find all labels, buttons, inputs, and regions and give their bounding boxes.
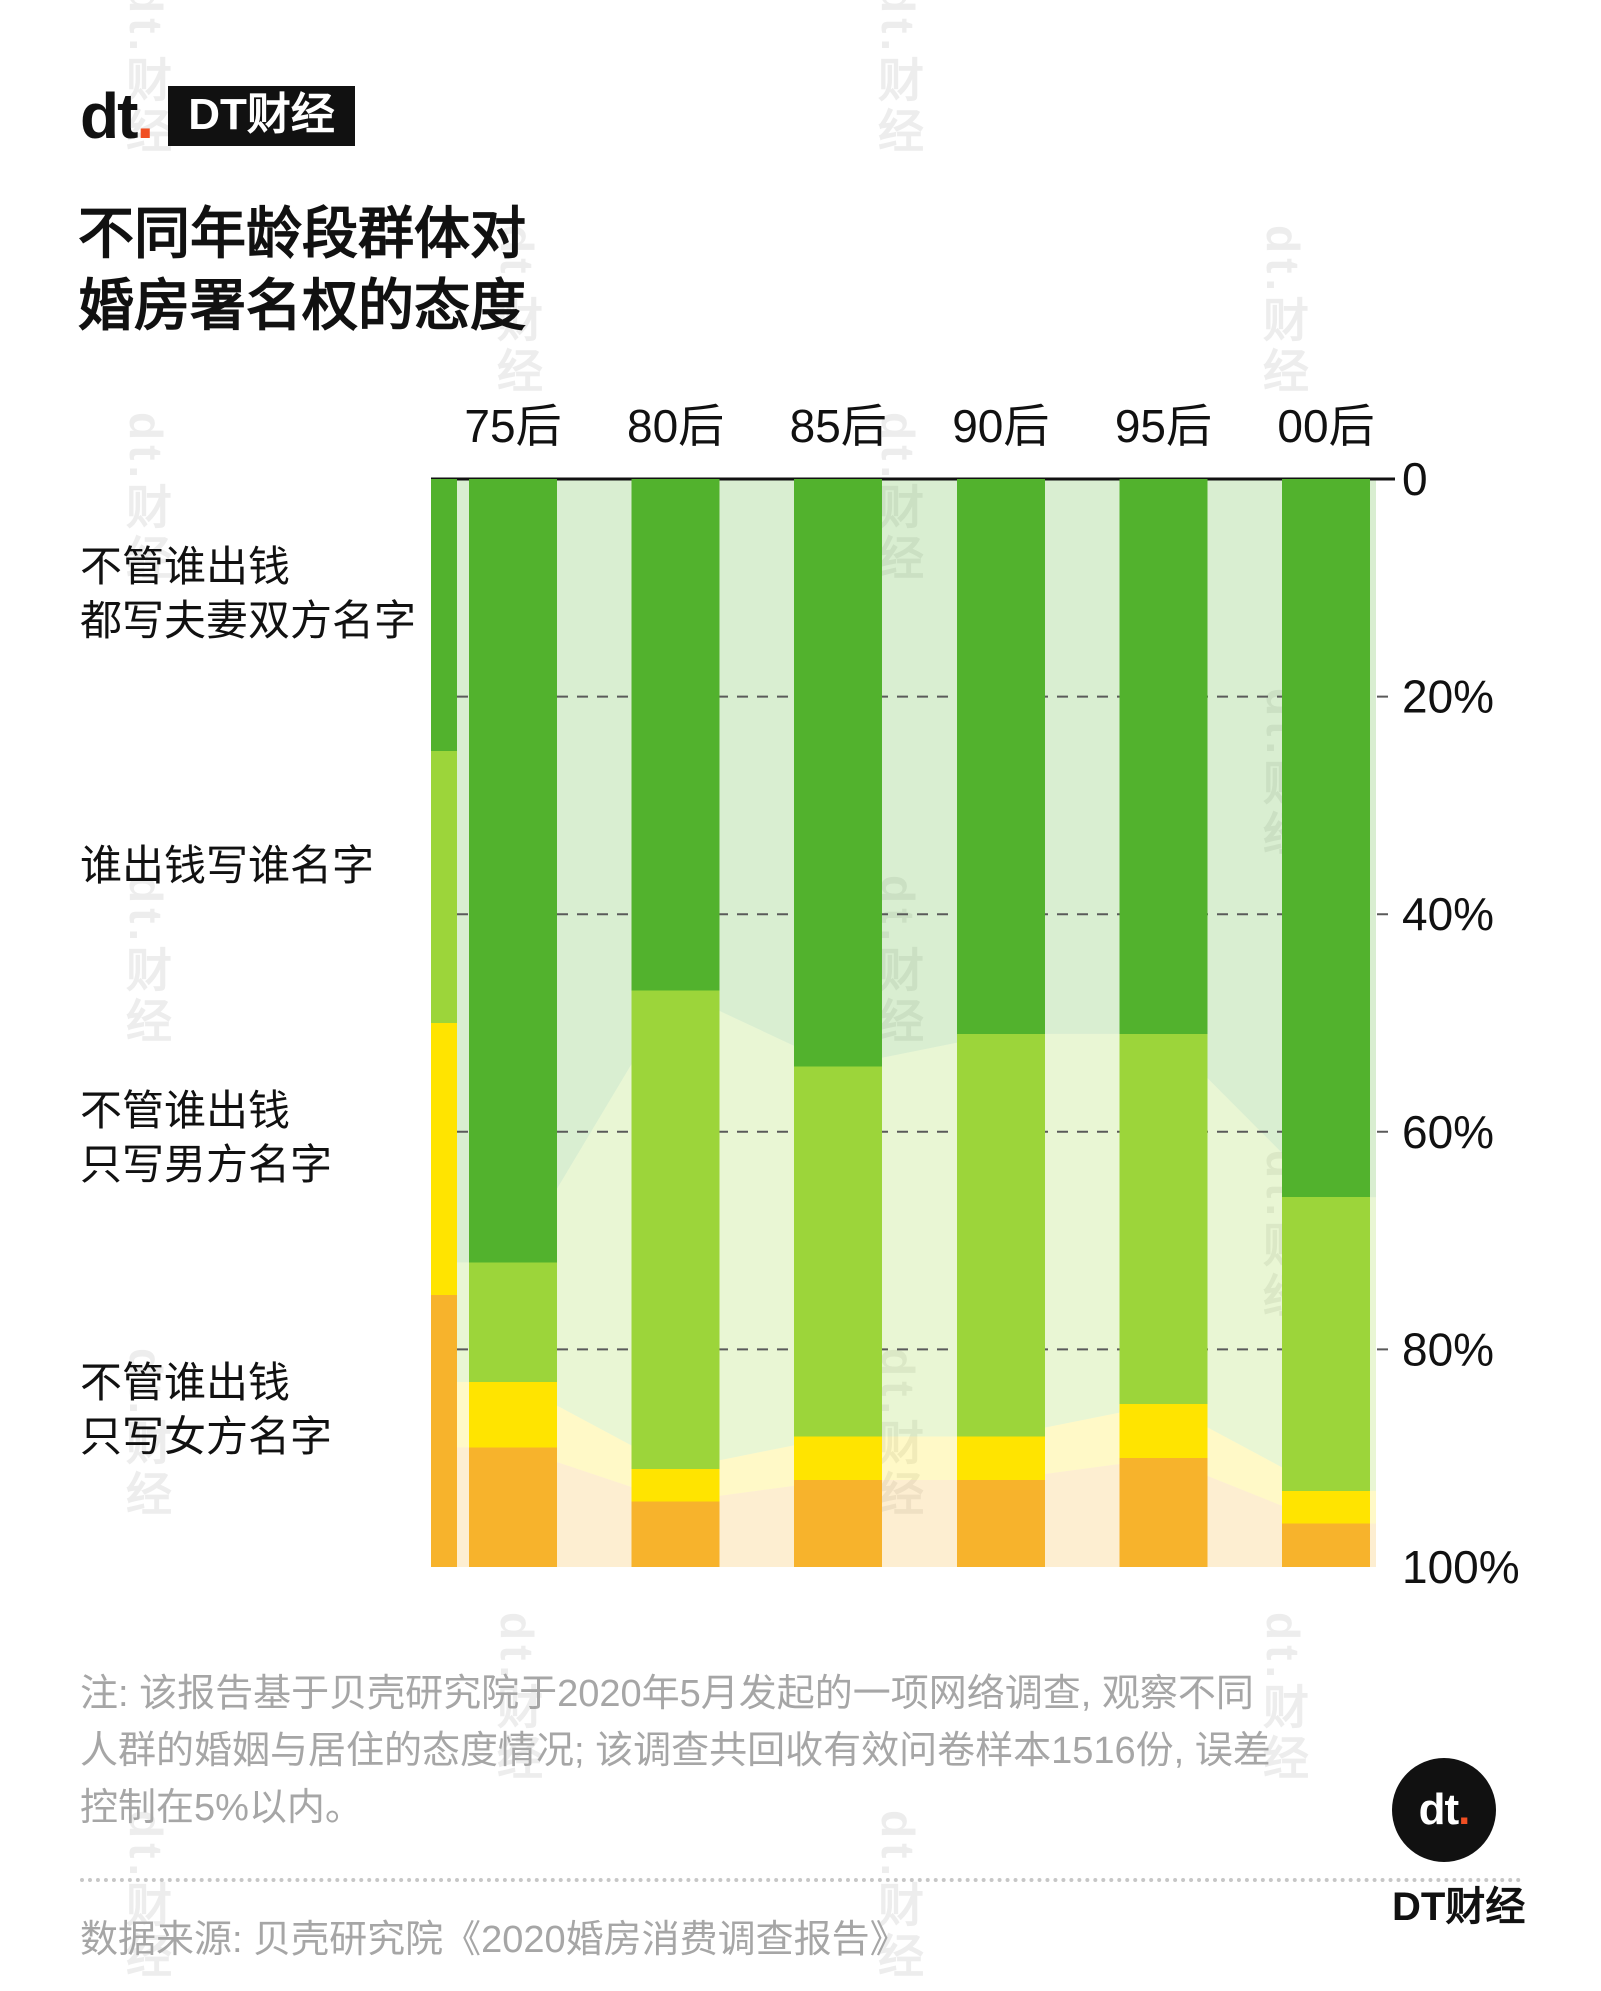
footnote: 注: 该报告基于贝壳研究院于2020年5月发起的一项网络调查, 观察不同 人群的… bbox=[80, 1666, 1271, 1837]
legend-strip-segment bbox=[431, 1295, 457, 1567]
legend-strip-segment bbox=[431, 479, 457, 751]
bar-segment bbox=[1282, 479, 1370, 1198]
y-tick-label: 80% bbox=[1402, 1323, 1494, 1375]
bar-segment bbox=[956, 1436, 1045, 1480]
footnote-line: 人群的婚姻与居住的态度情况; 该调查共回收有效问卷样本1516份, 误差 bbox=[80, 1730, 1271, 1772]
bar-75后 bbox=[469, 479, 557, 1567]
category-label-line: 只写男方名字 bbox=[80, 1141, 332, 1188]
category-label-line: 都写夫妻双方名字 bbox=[80, 597, 416, 644]
title-line-1: 不同年龄段群体对 bbox=[78, 202, 526, 265]
bar-segment bbox=[794, 1066, 883, 1437]
legend-strip-segment bbox=[431, 1023, 457, 1295]
bar-segment bbox=[794, 479, 883, 1067]
logo-dot-icon: . bbox=[136, 80, 154, 152]
bar-segment bbox=[1119, 479, 1208, 1034]
category-label: 谁出钱写谁名字 bbox=[80, 842, 374, 889]
dt-logo: dt. DT财经 bbox=[80, 84, 355, 148]
watermark-text: dt.财经 bbox=[120, 875, 172, 1049]
bar-segment bbox=[631, 1501, 720, 1567]
dt-logo-wordmark: DT财经 bbox=[168, 86, 355, 146]
bar-segment bbox=[469, 1447, 557, 1567]
bar-segment bbox=[469, 479, 557, 1263]
bar-segment bbox=[1119, 1033, 1208, 1404]
bar-segment bbox=[469, 1382, 557, 1448]
watermark-text: dt.财经 bbox=[120, 1348, 172, 1522]
bar-segment bbox=[956, 479, 1045, 1034]
column-header: 80后 bbox=[627, 400, 724, 452]
bar-segment bbox=[631, 1469, 720, 1502]
watermark-text: dt.财经 bbox=[491, 1612, 543, 1786]
watermark-text: dt.财经 bbox=[120, 1810, 172, 1984]
category-label-line: 只写女方名字 bbox=[80, 1413, 332, 1460]
bar-segment bbox=[1119, 1458, 1208, 1567]
bar-segment bbox=[1282, 1523, 1370, 1567]
watermark-text: dt.财经 bbox=[872, 1810, 924, 1984]
bar-segment bbox=[1282, 1197, 1370, 1491]
dotted-separator bbox=[80, 1878, 1522, 1882]
dt-logo-circle: dt. bbox=[1392, 1758, 1496, 1862]
watermark-text: dt.财经 bbox=[1257, 225, 1309, 399]
column-header: 85后 bbox=[790, 400, 887, 452]
column-header: 90后 bbox=[952, 400, 1049, 452]
watermark-text: dt.财经 bbox=[491, 225, 543, 399]
footer-logo-mark-text: dt bbox=[1418, 1785, 1460, 1834]
y-tick-label: 20% bbox=[1402, 671, 1494, 723]
bar-segment bbox=[1119, 1403, 1208, 1459]
watermark-text: dt.财经 bbox=[120, 0, 172, 159]
watermark-text: dt.财经 bbox=[872, 0, 924, 159]
column-headers: 75后 80后 85后 90后 95后 00后 bbox=[464, 400, 1374, 452]
column-header: 00后 bbox=[1277, 400, 1374, 452]
background-areas bbox=[457, 479, 1376, 1567]
column-header: 75后 bbox=[464, 400, 561, 452]
y-tick-label: 40% bbox=[1402, 888, 1494, 940]
watermark-text: dt.财经 bbox=[120, 412, 172, 586]
bar-segment bbox=[469, 1262, 557, 1383]
page-title: 不同年龄段群体对 婚房署名权的态度 bbox=[78, 198, 526, 342]
dt-logo-mark: dt. bbox=[80, 84, 154, 148]
footer-logo-dot-icon: . bbox=[1458, 1785, 1470, 1834]
bar-segment bbox=[956, 1033, 1045, 1437]
footnote-line: 控制在5%以内。 bbox=[80, 1787, 363, 1829]
legend-strip-segment bbox=[431, 751, 457, 1023]
bar-85后 bbox=[794, 479, 883, 1567]
legend-strip bbox=[431, 479, 457, 1567]
category-label-line: 谁出钱写谁名字 bbox=[80, 842, 374, 889]
bar-segment bbox=[794, 1479, 883, 1567]
y-tick-label: 60% bbox=[1402, 1106, 1494, 1158]
bar-segment bbox=[1282, 1490, 1370, 1524]
footnote-line: 注: 该报告基于贝壳研究院于2020年5月发起的一项网络调查, 观察不同 bbox=[80, 1673, 1254, 1715]
bar-90后 bbox=[956, 479, 1045, 1567]
category-label-line: 不管谁出钱 bbox=[80, 543, 290, 590]
dt-logo-mark-text: dt bbox=[80, 80, 138, 152]
category-labels: 不管谁出钱都写夫妻双方名字谁出钱写谁名字不管谁出钱只写男方名字不管谁出钱只写女方… bbox=[80, 543, 416, 1460]
y-tick-label: 0 bbox=[1402, 453, 1428, 505]
data-source: 数据来源: 贝壳研究院《2020婚房消费调查报告》 bbox=[80, 1919, 908, 1961]
footer-logo-wordmark: DT财经 bbox=[1392, 1885, 1526, 1929]
y-tick-label: 100% bbox=[1402, 1541, 1520, 1593]
watermark-text: dt.财经 bbox=[1257, 1612, 1309, 1786]
bars bbox=[469, 479, 1370, 1567]
bar-80后 bbox=[631, 479, 720, 1567]
bar-segment bbox=[794, 1436, 883, 1480]
column-header: 95后 bbox=[1115, 400, 1212, 452]
bar-segment bbox=[631, 990, 720, 1470]
bar-segment bbox=[631, 479, 720, 991]
gridlines bbox=[457, 695, 1395, 1351]
bar-segment bbox=[956, 1479, 1045, 1567]
title-line-2: 婚房署名权的态度 bbox=[78, 274, 526, 337]
footer-dt-logo: dt. DT财经 bbox=[1392, 1758, 1526, 1932]
bar-95后 bbox=[1119, 479, 1208, 1567]
category-label-line: 不管谁出钱 bbox=[80, 1359, 290, 1406]
y-axis-labels: 0 20% 40% 60% 80% 100% bbox=[1402, 453, 1520, 1593]
category-label-line: 不管谁出钱 bbox=[80, 1087, 290, 1134]
bar-00后 bbox=[1282, 479, 1370, 1567]
